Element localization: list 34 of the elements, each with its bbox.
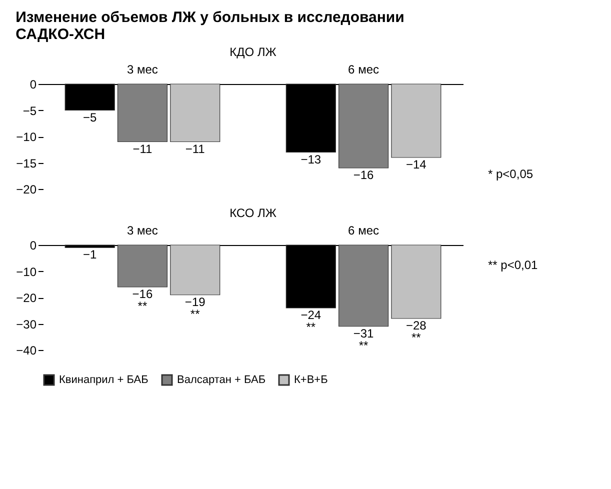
y-tick-label: −15 [16,156,37,170]
y-tick-label: −10 [16,264,37,279]
y-tick-label: −30 [16,317,37,332]
chart-title: Изменение объемов ЛЖ у больных в исследовании САДКО-ХСН [16,9,404,43]
chart-subtitle: КДО ЛЖ [230,45,276,59]
data-label: −11 [185,142,206,156]
data-label: −14 [406,158,427,172]
x-tick-label: 3 мес [127,224,158,238]
y-tick-label: −40 [16,344,37,358]
data-label: −19 ** [184,294,206,321]
legend-label: Валсартан + БАБ [177,374,266,386]
text: * p<0,05 [488,167,534,181]
data-label: −16 ** [132,287,153,313]
y-tick-label: −20 [16,291,37,305]
data-label: −11 [132,142,153,156]
legend-label: К+В+Б [294,374,328,386]
data-label: −5 [83,110,98,124]
chart-title: КСО ЛЖ [230,206,276,220]
x-tick-label: 3 мес [127,62,158,76]
y-tick-label: 0 [30,78,37,92]
x-tick-label: 6 мес [348,224,379,238]
y-tick-label: −5 [22,104,37,118]
data-label: −31 ** [353,326,374,352]
y-tick-label: −20 [16,182,37,196]
text: ** p<0,01 [488,258,538,272]
data-label: −24 ** [300,308,322,334]
data-label: −28 ** [406,318,427,344]
data-label: −16 [353,168,374,182]
legend-label: Квинаприл + БАБ [59,374,148,386]
data-label: −13 [300,152,322,166]
data-label: −1 [83,248,98,262]
y-tick-label: 0 [30,238,37,252]
x-tick-label: 6 мес [348,62,379,76]
y-tick-label: −10 [16,130,37,144]
